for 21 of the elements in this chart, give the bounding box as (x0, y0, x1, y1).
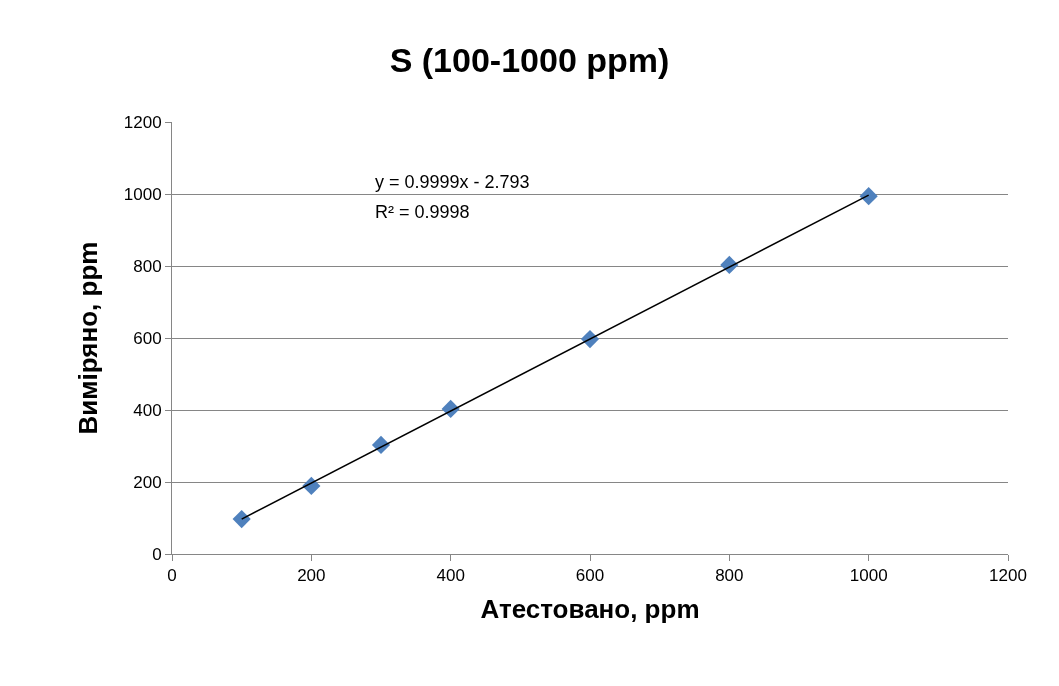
y-tick-label: 0 (152, 544, 162, 564)
x-tick-label: 0 (167, 566, 177, 586)
y-tick-label: 1200 (123, 112, 162, 132)
y-tick-label: 800 (133, 256, 162, 276)
y-tick-label: 200 (133, 472, 162, 492)
chart-title: S (100-1000 ppm) (389, 40, 670, 79)
x-tick-label: 400 (436, 566, 465, 586)
y-axis-title: Виміряно, ppm (73, 241, 104, 435)
annotation: y = 0.9999x - 2.793 (375, 172, 530, 192)
y-tick-label: 1000 (123, 184, 162, 204)
point (232, 509, 251, 529)
x-axis-title: Атестовано, ppm (480, 594, 700, 625)
x-tick-label: 1000 (849, 566, 888, 586)
x-tick-label: 600 (575, 566, 605, 586)
x-tick-label: 200 (297, 566, 326, 586)
y-tick-label: 400 (133, 400, 162, 420)
x-tick-label: 1200 (989, 566, 1027, 586)
x-tick-label: 800 (715, 566, 744, 586)
annotation: R² = 0.9998 (375, 202, 470, 222)
y-tick-label: 600 (133, 328, 162, 348)
point (859, 187, 878, 206)
